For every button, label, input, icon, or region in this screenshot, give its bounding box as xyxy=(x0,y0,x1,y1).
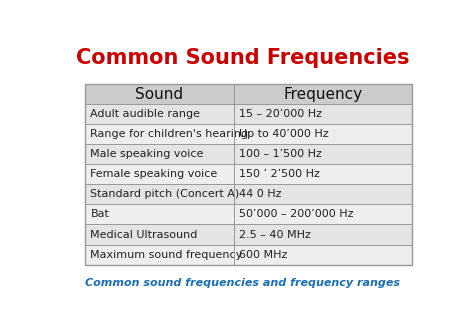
Text: Common sound frequencies and frequency ranges: Common sound frequencies and frequency r… xyxy=(85,278,401,288)
Text: 15 – 20’000 Hz: 15 – 20’000 Hz xyxy=(239,109,322,119)
Text: Common Sound Frequencies: Common Sound Frequencies xyxy=(76,48,410,68)
Text: Range for children's hearing: Range for children's hearing xyxy=(91,129,248,139)
Bar xyxy=(85,84,412,104)
Text: 2.5 – 40 MHz: 2.5 – 40 MHz xyxy=(239,229,311,240)
Text: Male speaking voice: Male speaking voice xyxy=(91,149,204,159)
Bar xyxy=(85,245,412,265)
Bar xyxy=(85,124,412,144)
Text: Sound: Sound xyxy=(135,86,183,102)
Text: 44 0 Hz: 44 0 Hz xyxy=(239,189,282,199)
Bar xyxy=(85,204,412,224)
Text: 600 MHz: 600 MHz xyxy=(239,250,288,260)
Text: 150 ’ 2’500 Hz: 150 ’ 2’500 Hz xyxy=(239,169,320,179)
Bar xyxy=(85,224,412,245)
Text: Medical Ultrasound: Medical Ultrasound xyxy=(91,229,198,240)
Bar xyxy=(85,144,412,164)
Text: Standard pitch (Concert A): Standard pitch (Concert A) xyxy=(91,189,240,199)
Text: Maximum sound frequency: Maximum sound frequency xyxy=(91,250,243,260)
Text: 50’000 – 200’000 Hz: 50’000 – 200’000 Hz xyxy=(239,209,354,219)
Bar xyxy=(85,104,412,124)
Text: Adult audible range: Adult audible range xyxy=(91,109,201,119)
Bar xyxy=(85,164,412,184)
Bar xyxy=(85,184,412,204)
Text: Frequency: Frequency xyxy=(283,86,363,102)
Text: Female speaking voice: Female speaking voice xyxy=(91,169,218,179)
Text: Up to 40’000 Hz: Up to 40’000 Hz xyxy=(239,129,329,139)
Text: Bat: Bat xyxy=(91,209,109,219)
Text: 100 – 1’500 Hz: 100 – 1’500 Hz xyxy=(239,149,322,159)
